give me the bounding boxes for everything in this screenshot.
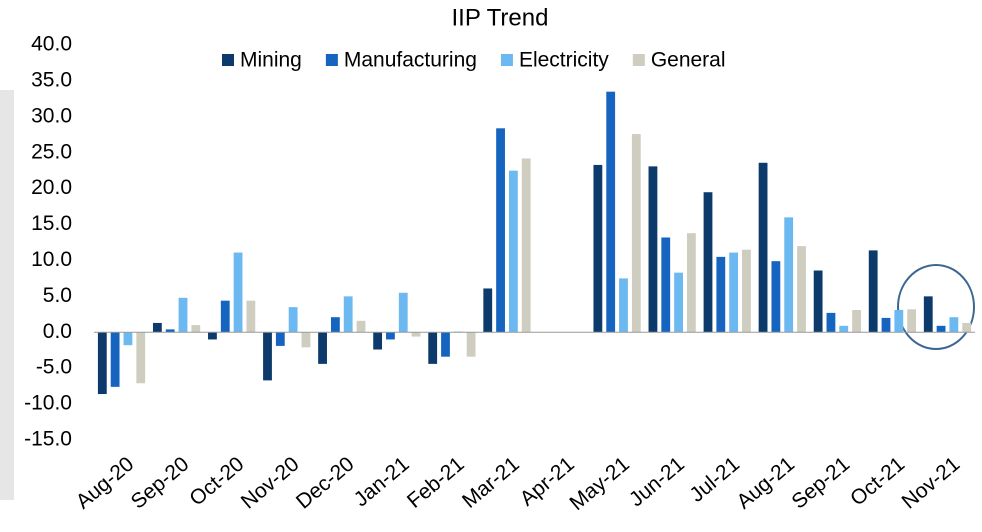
bar (136, 332, 146, 384)
bar (97, 332, 107, 395)
legend-swatch (500, 54, 513, 66)
bar (441, 332, 450, 357)
bar (729, 252, 739, 333)
bar (233, 252, 243, 333)
y-tick-label: 40.0 (31, 33, 72, 56)
y-tick-label: -5.0 (36, 356, 72, 379)
bar (686, 233, 696, 333)
bar (521, 158, 531, 333)
legend-label: General (651, 49, 726, 72)
bar (606, 91, 616, 333)
x-tick-label: Jun-21 (625, 452, 689, 511)
bar (466, 332, 476, 357)
x-tick-label: May-21 (565, 452, 633, 515)
highlight-circle (897, 264, 975, 350)
bar (839, 325, 849, 333)
bar (868, 250, 878, 333)
bar (593, 164, 603, 333)
bar (373, 332, 383, 350)
legend-swatch (222, 54, 234, 66)
bar (178, 297, 188, 333)
y-tick-label: 30.0 (31, 104, 72, 127)
x-tick-label: Oct-20 (185, 452, 248, 510)
x-tick-label: Jan-21 (350, 452, 414, 511)
bar (386, 332, 395, 340)
bar (398, 292, 408, 333)
bar (826, 312, 836, 333)
bar (813, 270, 823, 333)
y-tick-label: -15.0 (24, 428, 72, 451)
bar (797, 246, 806, 333)
bar (894, 310, 904, 333)
y-tick-label: 5.0 (43, 284, 72, 307)
bar (881, 317, 891, 333)
bar (246, 300, 256, 333)
bar (784, 217, 794, 333)
bar (191, 325, 201, 333)
x-tick-label: Nov-20 (237, 452, 304, 513)
y-tick-label: 10.0 (31, 248, 72, 271)
y-tick-label: 35.0 (31, 68, 72, 91)
legend-swatch (325, 54, 338, 66)
bar (771, 261, 781, 333)
bar (330, 317, 340, 333)
x-tick-label: Aug-21 (732, 452, 799, 513)
y-tick-label: 20.0 (31, 176, 72, 199)
x-tick-label: Nov-21 (898, 452, 965, 513)
bar (716, 256, 726, 333)
bar (703, 192, 713, 333)
bar (758, 162, 768, 333)
bar (674, 272, 683, 333)
bar (110, 332, 120, 387)
x-tick-label: Feb-21 (403, 452, 469, 512)
legend-label: Mining (240, 49, 302, 72)
x-tick-label: Sep-21 (787, 452, 854, 513)
bar (220, 300, 230, 333)
bar (923, 296, 933, 333)
bar (301, 332, 311, 348)
legend-label: Electricity (519, 49, 609, 72)
chart-title: IIP Trend (452, 4, 549, 31)
bar (275, 332, 285, 346)
bar (962, 322, 972, 333)
bar (123, 332, 133, 346)
bar (648, 166, 658, 333)
x-tick-label: Sep-20 (127, 452, 194, 513)
bar (343, 296, 353, 333)
legend-swatch (632, 54, 645, 66)
bar (318, 332, 327, 364)
bar (288, 307, 298, 333)
bar (165, 329, 175, 333)
bar (496, 128, 505, 333)
bar (263, 332, 272, 381)
y-tick-label: -10.0 (24, 392, 72, 415)
bar (631, 134, 641, 333)
y-tick-label: 15.0 (31, 212, 72, 235)
bar (661, 237, 671, 333)
x-tick-label: Aug-20 (72, 452, 139, 513)
bar (152, 322, 162, 333)
bar (742, 249, 751, 333)
bar (852, 310, 861, 333)
bar (428, 332, 438, 364)
bar (208, 332, 217, 340)
legend-label: Manufacturing (344, 49, 477, 72)
bar (619, 278, 628, 333)
y-tick-label: 25.0 (31, 140, 72, 163)
x-tick-label: Oct-21 (846, 452, 909, 510)
bar (907, 309, 917, 333)
bar (411, 332, 421, 337)
bar (356, 320, 366, 333)
x-tick-label: Mar-21 (458, 452, 524, 512)
bar (483, 288, 493, 333)
side-strip (0, 90, 14, 500)
x-tick-label: Dec-20 (292, 452, 359, 513)
bar (508, 170, 518, 333)
bar (949, 317, 959, 333)
bar (936, 325, 946, 333)
y-tick-label: 0.0 (43, 320, 72, 343)
